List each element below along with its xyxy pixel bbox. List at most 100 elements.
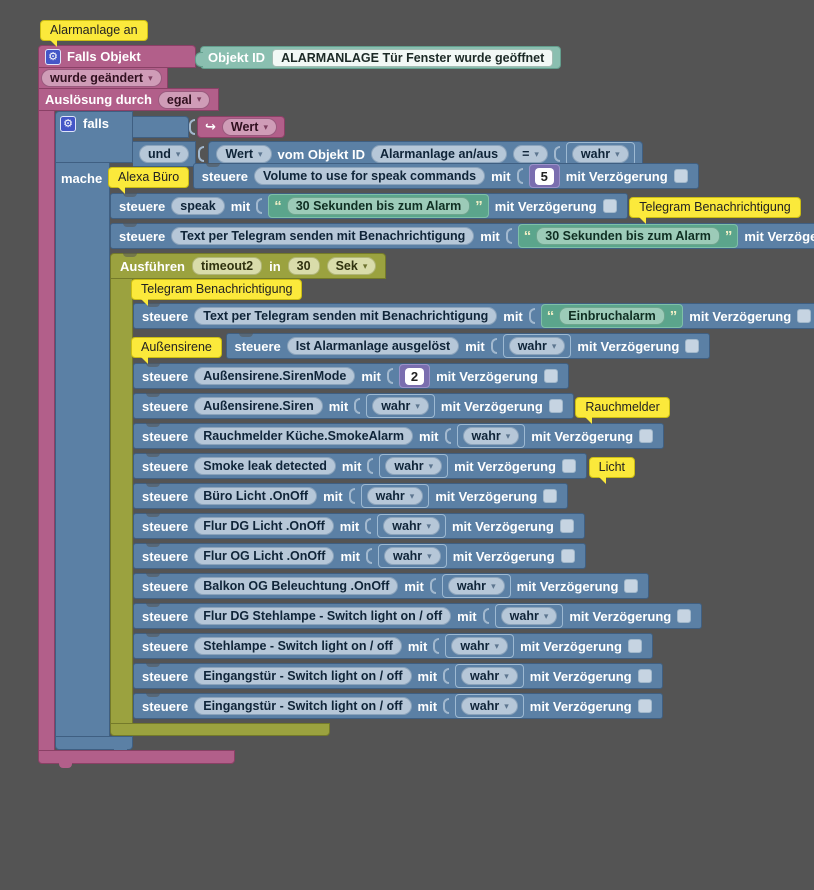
steuere-block[interactable]: steuere speak mit “ 30 Sekunden bis zum … (110, 193, 628, 219)
gear-icon[interactable]: ⚙ (60, 116, 76, 132)
boolean-dropdown[interactable]: wahr ▾ (366, 487, 424, 505)
boolean-block[interactable]: wahr ▾ (366, 394, 435, 418)
boolean-block[interactable]: wahr ▾ (455, 694, 524, 718)
oid-field[interactable]: Text per Telegram senden mit Benachricht… (171, 227, 475, 245)
steuere-block[interactable]: steuere Balkon OG Beleuchtung .OnOff mit… (133, 573, 650, 599)
comment-bubble-telegram[interactable]: Telegram Benachrichtigung (629, 196, 801, 224)
delay-checkbox[interactable] (677, 609, 692, 623)
delay-checkbox[interactable] (637, 669, 652, 683)
comment-bubble-alarm-on[interactable]: Alarmanlage an (40, 20, 148, 47)
oid-field[interactable]: Ist Alarmanlage ausgelöst (286, 337, 460, 355)
timeout-unit-dropdown[interactable]: Sek ▾ (326, 257, 377, 275)
if-box[interactable]: ⚙ falls (55, 111, 133, 163)
comment-bubble-light[interactable]: Licht (588, 456, 636, 484)
boolean-block[interactable]: wahr ▾ (377, 514, 446, 538)
oid-field[interactable]: Außensirene.Siren (194, 397, 323, 415)
change-mode-dropdown[interactable]: wurde geändert ▾ (41, 69, 162, 87)
boolean-block[interactable]: wahr ▾ (494, 604, 564, 628)
number-field[interactable]: 2 (404, 367, 425, 385)
steuere-block[interactable]: steuere Stehlampe - Switch light on / of… (133, 633, 653, 659)
steuere-block[interactable]: steuere Außensirene.SirenMode mit 2 mit … (133, 363, 569, 389)
steuere-block[interactable]: steuere Text per Telegram senden mit Ben… (133, 303, 814, 329)
steuere-block[interactable]: steuere Ist Alarmanlage ausgelöst mit wa… (225, 333, 711, 359)
comment-bubble-alexa[interactable]: Alexa Büro (108, 166, 190, 194)
comment-bubble-smoke[interactable]: Rauchmelder (575, 396, 670, 424)
timeout-duration-field[interactable]: 30 (287, 257, 320, 275)
delay-checkbox[interactable] (627, 639, 642, 653)
oid-field[interactable]: Text per Telegram senden mit Benachricht… (194, 307, 498, 325)
number-block[interactable]: 5 (528, 164, 560, 188)
trigger-value-block[interactable]: ↪ Wert ▾ (197, 116, 285, 138)
steuere-block[interactable]: steuere Außensirene.Siren mit wahr (133, 393, 574, 419)
delay-checkbox[interactable] (543, 489, 558, 503)
steuere-block[interactable]: steuere Büro Licht .OnOff mit wahr (133, 483, 569, 509)
trigger-value-dropdown[interactable]: Wert ▾ (221, 118, 277, 136)
steuere-block[interactable]: steuere Flur DG Stehlampe - Switch light… (133, 603, 703, 629)
delay-checkbox[interactable] (602, 199, 617, 213)
boolean-block[interactable]: wahr ▾ (379, 454, 449, 478)
boolean-block[interactable]: wahr ▾ (377, 544, 447, 568)
delay-checkbox[interactable] (624, 579, 639, 593)
boolean-dropdown[interactable]: wahr ▾ (383, 517, 440, 535)
timeout-name-field[interactable]: timeout2 (192, 257, 263, 275)
oid-field[interactable]: Flur DG Stehlampe - Switch light on / of… (194, 607, 452, 625)
logic-operation-block[interactable]: ↪ Wert ▾ und (133, 116, 643, 167)
oid-field[interactable]: Außensirene.SirenMode (194, 367, 356, 385)
boolean-dropdown[interactable]: wahr ▾ (451, 637, 509, 655)
delay-checkbox[interactable] (562, 459, 576, 473)
delay-checkbox[interactable] (639, 429, 654, 443)
object-id-field[interactable]: ALARMANLAGE Tür Fenster wurde geöffnet (272, 48, 554, 67)
delay-checkbox[interactable] (797, 309, 812, 323)
steuere-block[interactable]: steuere Flur OG Licht .OnOff mit wahr (133, 543, 586, 569)
trigger-block[interactable]: ⚙ Falls Objekt Objekt ID ALARMANLAGE Tür… (38, 45, 814, 768)
oid-field[interactable]: Büro Licht .OnOff (194, 487, 318, 505)
steuere-block[interactable]: steuere Flur DG Licht .OnOff mit wahr (133, 513, 585, 539)
oid-field[interactable]: Flur DG Licht .OnOff (194, 517, 334, 535)
boolean-block[interactable]: wahr ▾ (502, 334, 572, 358)
number-field[interactable]: 5 (534, 167, 554, 185)
trigger-header[interactable]: ⚙ Falls Objekt Objekt ID ALARMANLAGE Tür… (38, 45, 562, 69)
oid-field[interactable]: Flur OG Licht .OnOff (194, 547, 335, 565)
trigger-by-dropdown[interactable]: egal ▾ (157, 90, 211, 109)
timeout-block[interactable]: Ausführen timeout2 in 30 Sek ▾ (110, 253, 814, 736)
gear-icon[interactable]: ⚙ (45, 48, 61, 65)
delay-checkbox[interactable] (560, 549, 575, 563)
string-field[interactable]: 30 Sekunden bis zum Alarm (536, 227, 720, 245)
boolean-dropdown[interactable]: wahr ▾ (383, 547, 441, 565)
boolean-block[interactable]: wahr ▾ (360, 484, 430, 508)
timeout-header[interactable]: Ausführen timeout2 in 30 Sek ▾ (110, 253, 387, 279)
oid-field[interactable]: Balkon OG Beleuchtung .OnOff (194, 577, 399, 595)
oid-field[interactable]: Eingangstür - Switch light on / off (194, 697, 412, 715)
comment-bubble-telegram[interactable]: Telegram Benachrichtigung (131, 279, 303, 306)
object-id-block[interactable]: Objekt ID ALARMANLAGE Tür Fenster wurde … (194, 46, 562, 69)
comparison-oid-field[interactable]: Alarmanlage an/aus (370, 145, 508, 163)
operator-dropdown[interactable]: und ▾ (139, 145, 190, 163)
string-block[interactable]: “ Einbruchalarm ” (540, 304, 684, 328)
comparison-operator-dropdown[interactable]: = ▾ (513, 145, 548, 163)
boolean-dropdown[interactable]: wahr ▾ (500, 607, 558, 625)
string-block[interactable]: “ 30 Sekunden bis zum Alarm ” (268, 194, 489, 218)
delay-checkbox[interactable] (548, 399, 563, 413)
oid-field[interactable]: Rauchmelder Küche.SmokeAlarm (194, 427, 414, 445)
boolean-dropdown[interactable]: wahr ▾ (508, 337, 566, 355)
steuere-block[interactable]: steuere Eingangstür - Switch light on / … (133, 663, 663, 689)
steuere-block[interactable]: steuere Text per Telegram senden mit Ben… (110, 223, 814, 249)
oid-field[interactable]: speak (171, 197, 225, 215)
boolean-block[interactable]: wahr ▾ (455, 664, 524, 688)
if-block[interactable]: ⚙ falls ↪ Wert ▾ (55, 111, 814, 754)
boolean-block[interactable]: wahr ▾ (445, 634, 515, 658)
steuere-block[interactable]: steuere Smoke leak detected mit wahr (133, 453, 587, 479)
comment-bubble-siren[interactable]: Außensirene (131, 336, 222, 364)
boolean-block[interactable]: wahr ▾ (441, 574, 511, 598)
steuere-block[interactable]: steuere Rauchmelder Küche.SmokeAlarm mit… (133, 423, 665, 449)
boolean-block[interactable]: wahr ▾ (456, 424, 526, 448)
delay-checkbox[interactable] (543, 369, 558, 383)
steuere-block[interactable]: steuere Eingangstür - Switch light on / … (133, 693, 663, 719)
boolean-dropdown[interactable]: wahr ▾ (462, 427, 520, 445)
boolean-dropdown[interactable]: wahr ▾ (372, 397, 429, 415)
boolean-dropdown[interactable]: wahr ▾ (461, 667, 518, 685)
boolean-dropdown[interactable]: wahr ▾ (447, 577, 505, 595)
delay-checkbox[interactable] (559, 519, 574, 533)
boolean-dropdown[interactable]: wahr ▾ (385, 457, 443, 475)
